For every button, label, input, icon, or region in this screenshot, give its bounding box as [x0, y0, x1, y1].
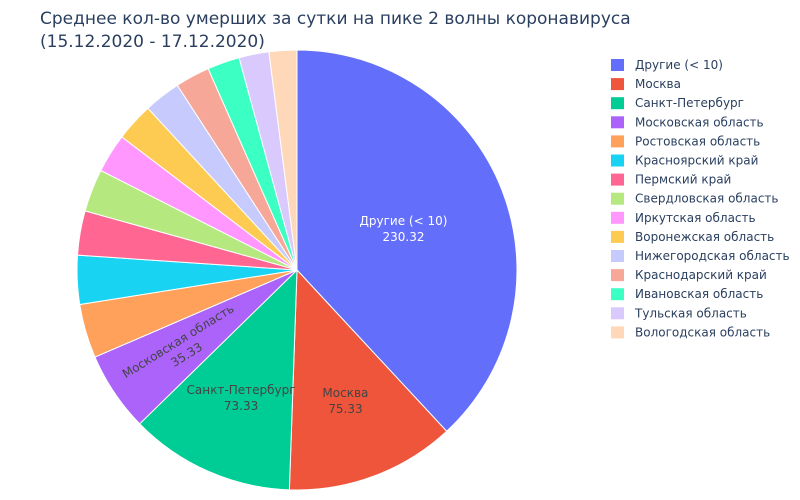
legend: Другие (< 10) Москва Санкт-Петербург Москов… [611, 58, 790, 339]
legend-label: Ивановская область [635, 287, 763, 301]
legend-label: Тульская область [634, 306, 747, 320]
legend-item-нижегородская-область[interactable]: Нижегородская область [611, 249, 790, 263]
legend-item-московская-область[interactable]: Московская область [611, 115, 764, 129]
pie-label-name: Другие (< 10) [360, 214, 448, 228]
pie-slice-вологодская-область[interactable] [268, 49, 298, 271]
pie-label-value: 75.33 [328, 402, 362, 416]
pie-slice-москва[interactable] [288, 268, 448, 491]
legend-swatch [611, 192, 624, 205]
pie-slices [76, 49, 518, 491]
legend-item-красноярский-край[interactable]: Красноярский край [611, 154, 758, 168]
legend-item-москва[interactable]: Москва [611, 77, 681, 91]
legend-swatch [611, 230, 624, 243]
legend-swatch [611, 211, 624, 224]
legend-swatch [611, 135, 624, 148]
legend-item-вологодская-область[interactable]: Вологодская область [611, 325, 770, 339]
legend-swatch [611, 250, 624, 262]
legend-item-воронежская-область[interactable]: Воронежская область [611, 230, 774, 244]
chart-title-line2: (15.12.2020 - 17.12.2020) [40, 32, 265, 52]
legend-label: Вологодская область [635, 325, 770, 339]
legend-item-ивановская-область[interactable]: Ивановская область [611, 287, 763, 301]
legend-swatch [611, 97, 624, 110]
chart-title: Среднее кол-во умерших за сутки на пике … [40, 9, 631, 52]
legend-label: Нижегородская область [635, 249, 790, 263]
legend-item-иркутская-область[interactable]: Иркутская область [611, 211, 756, 225]
legend-item-ростовская-область[interactable]: Ростовская область [611, 134, 760, 148]
legend-label: Иркутская область [635, 211, 756, 225]
legend-swatch [611, 59, 624, 71]
pie-label-москва: Москва 75.33 [322, 386, 368, 416]
legend-swatch [611, 78, 624, 91]
legend-label: Свердловская область [635, 192, 779, 206]
pie-label-value: 230.32 [382, 230, 424, 244]
pie-slice-санкт-петербург[interactable] [138, 268, 298, 491]
legend-label: Другие (< 10) [635, 58, 723, 72]
legend-item-краснодарский-край[interactable]: Краснодарский край [611, 268, 767, 282]
pie-label-name: Санкт-Петербург [187, 383, 296, 397]
legend-swatch [611, 269, 624, 282]
legend-item-свердловская-область[interactable]: Свердловская область [611, 192, 779, 206]
legend-label: Санкт-Петербург [635, 96, 744, 110]
legend-item-другие-10[interactable]: Другие (< 10) [611, 58, 723, 72]
legend-swatch [611, 288, 624, 301]
legend-item-тульская-область[interactable]: Тульская область [611, 306, 747, 320]
legend-item-пермский-край[interactable]: Пермский край [611, 173, 731, 187]
legend-label: Московская область [635, 115, 764, 129]
legend-item-санкт-петербург[interactable]: Санкт-Петербург [611, 96, 744, 110]
legend-swatch [611, 307, 624, 320]
pie-label-другие-10: Другие (< 10) 230.32 [360, 214, 448, 244]
legend-label: Красноярский край [635, 154, 758, 168]
pie-label-value: 73.33 [224, 399, 258, 413]
legend-label: Москва [635, 77, 681, 91]
legend-label: Воронежская область [635, 230, 774, 244]
pie-label-name: Москва [322, 386, 368, 400]
legend-swatch [611, 116, 624, 129]
legend-swatch [611, 154, 624, 167]
pie-slice-другие-10[interactable] [296, 49, 518, 432]
legend-label: Пермский край [635, 173, 731, 187]
pie-label-санкт-петербург: Санкт-Петербург 73.33 [187, 383, 296, 413]
chart-title-line1: Среднее кол-во умерших за сутки на пике … [40, 9, 631, 29]
legend-swatch [611, 173, 624, 186]
legend-label: Ростовская область [635, 134, 760, 148]
legend-swatch [611, 326, 624, 339]
legend-label: Краснодарский край [635, 268, 767, 282]
